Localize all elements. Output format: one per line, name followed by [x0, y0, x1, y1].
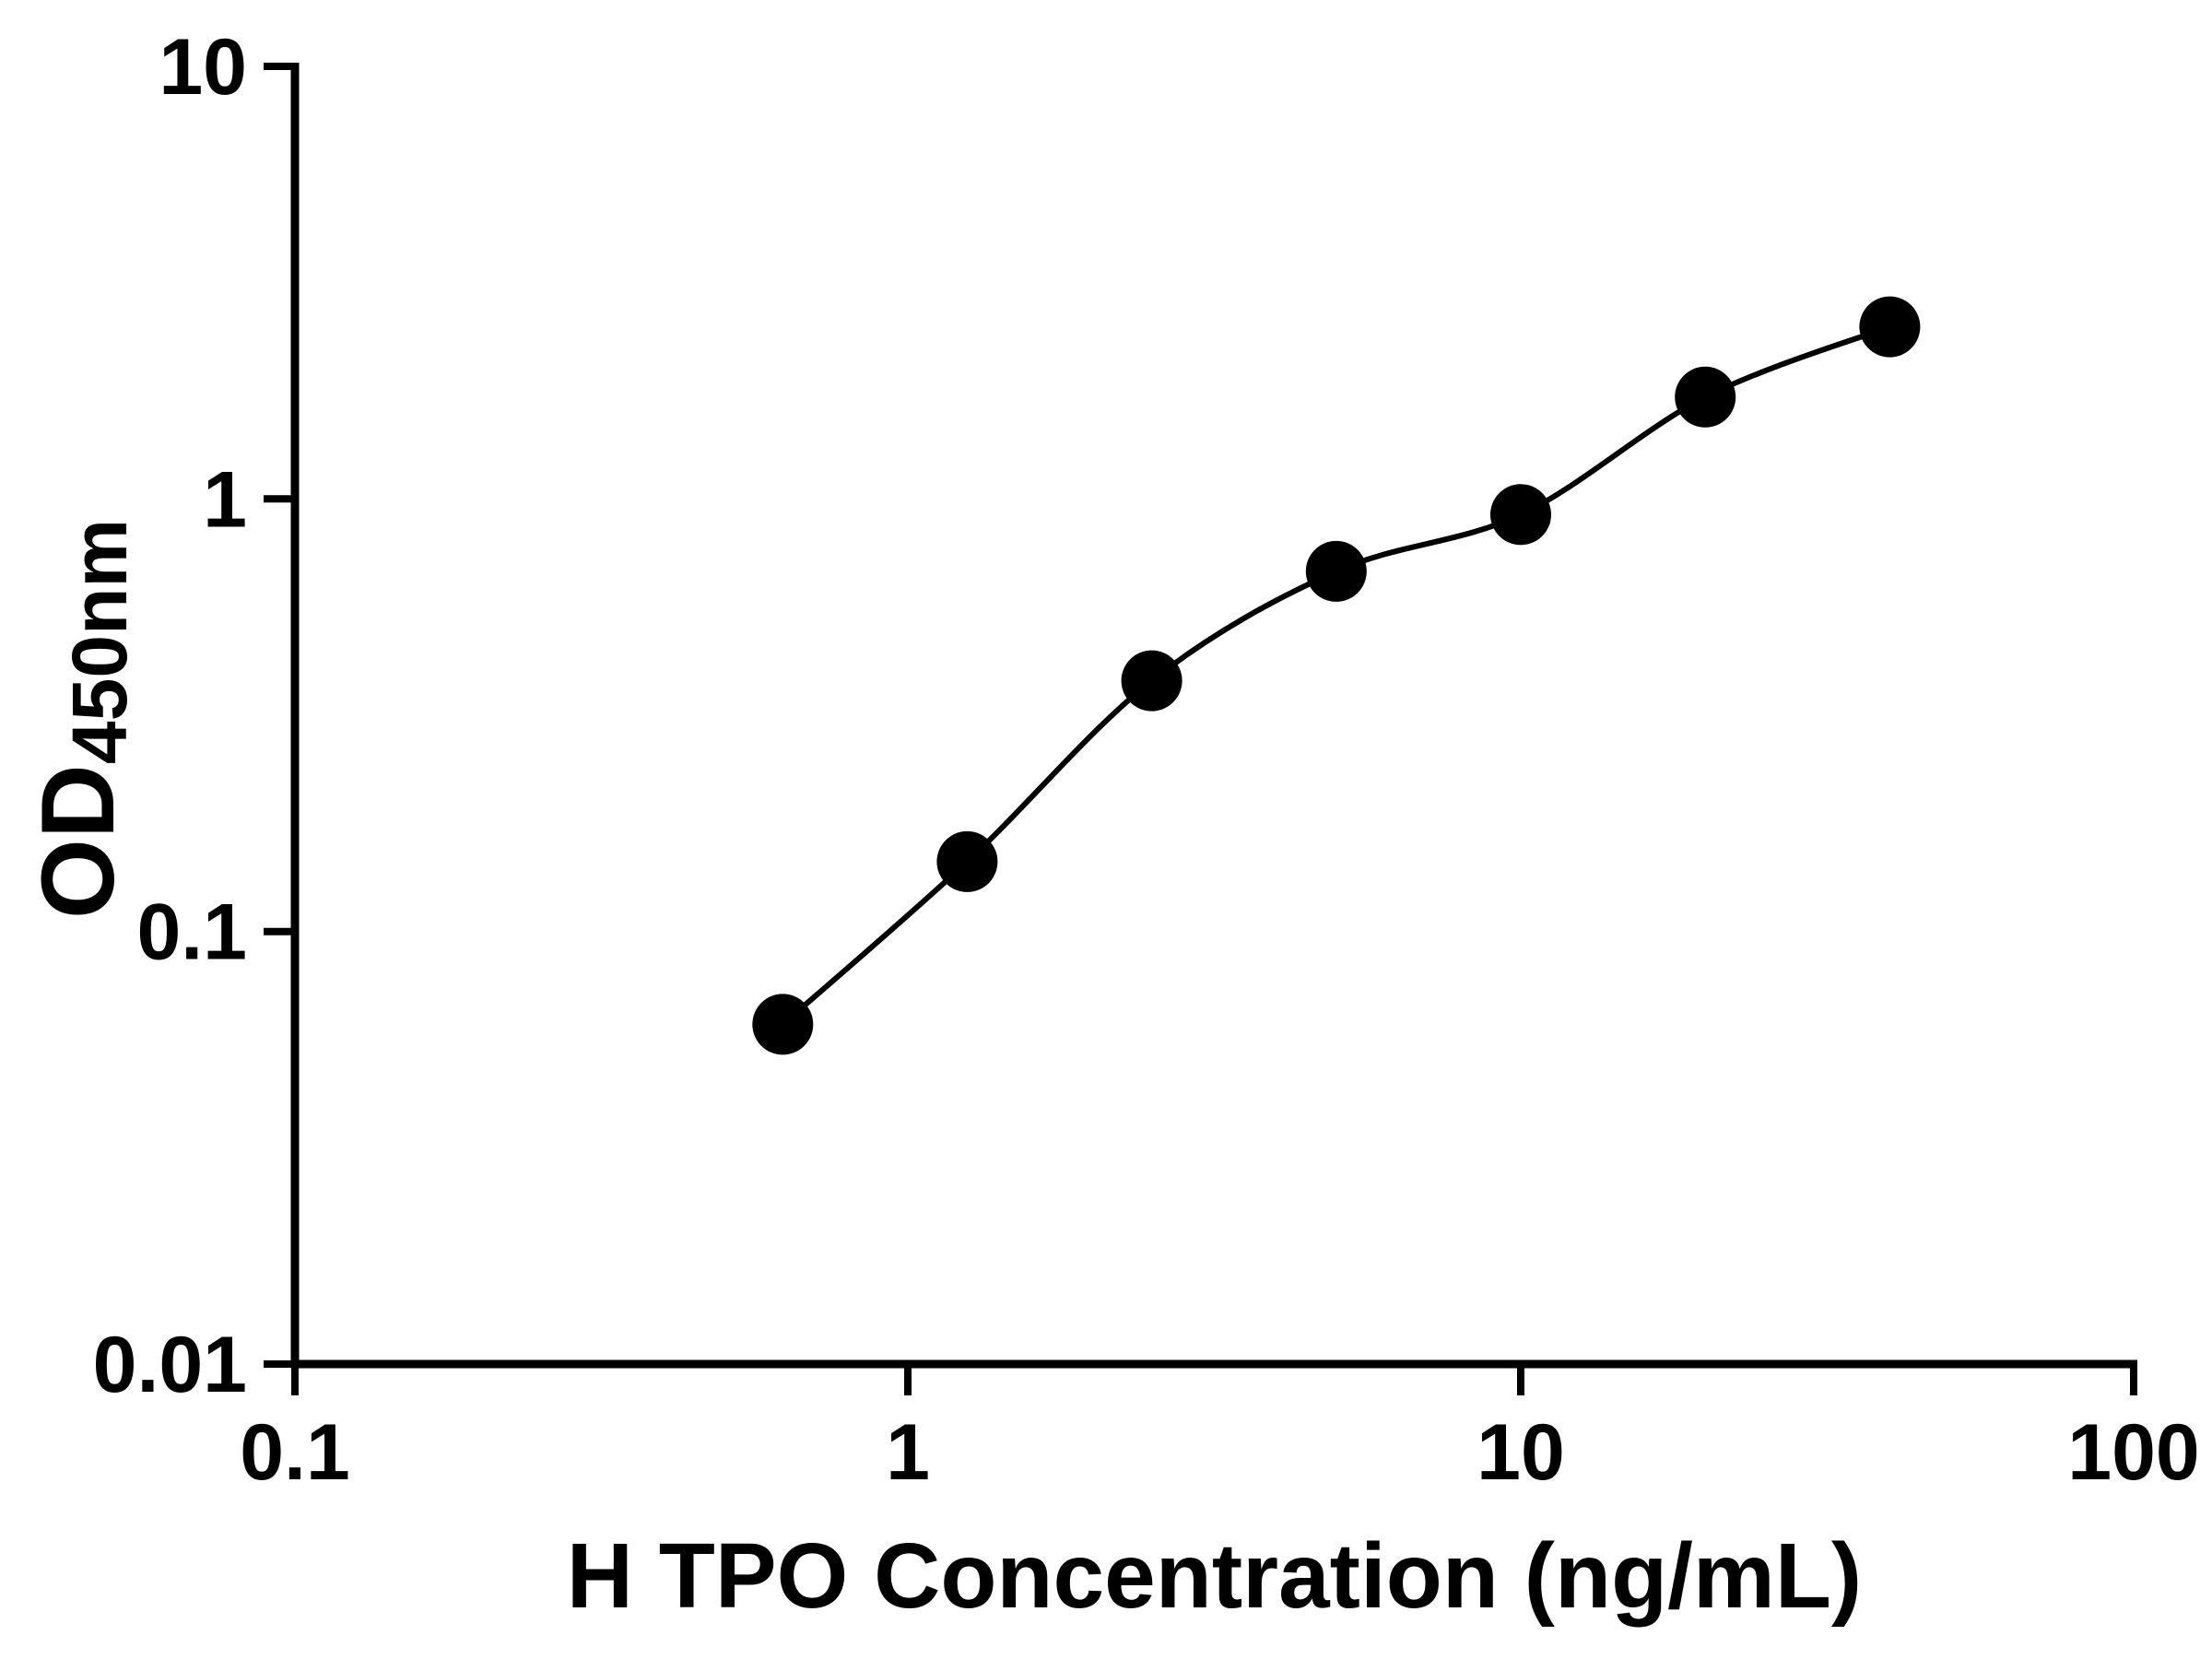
data-point: [1675, 366, 1736, 428]
axes-spines: [290, 63, 2137, 1369]
y-axis-title-main: OD: [20, 764, 135, 920]
y-tick-label: 0.01: [93, 1321, 247, 1409]
y-axis-title-subscript: 450nm: [56, 518, 143, 765]
fit-curve: [781, 324, 1891, 1027]
y-tick-label: 10: [159, 23, 247, 112]
x-tick-label: 0.1: [240, 1408, 350, 1497]
data-point: [1121, 650, 1182, 712]
data-point: [1490, 484, 1551, 546]
y-axis-title: OD450nm: [9, 304, 147, 1134]
data-point: [936, 830, 998, 892]
data-point: [752, 994, 814, 1055]
y-tick-label: 1: [203, 455, 247, 544]
data-point: [1859, 296, 1921, 358]
x-tick-label: 1: [886, 1408, 930, 1497]
x-axis-title: H TPO Concentration (ng/mL): [566, 1524, 1863, 1628]
y-tick-label: 0.1: [136, 888, 247, 977]
x-tick-label: 10: [1477, 1408, 1565, 1497]
data-point: [1305, 540, 1367, 602]
x-tick-label: 100: [2067, 1408, 2200, 1497]
